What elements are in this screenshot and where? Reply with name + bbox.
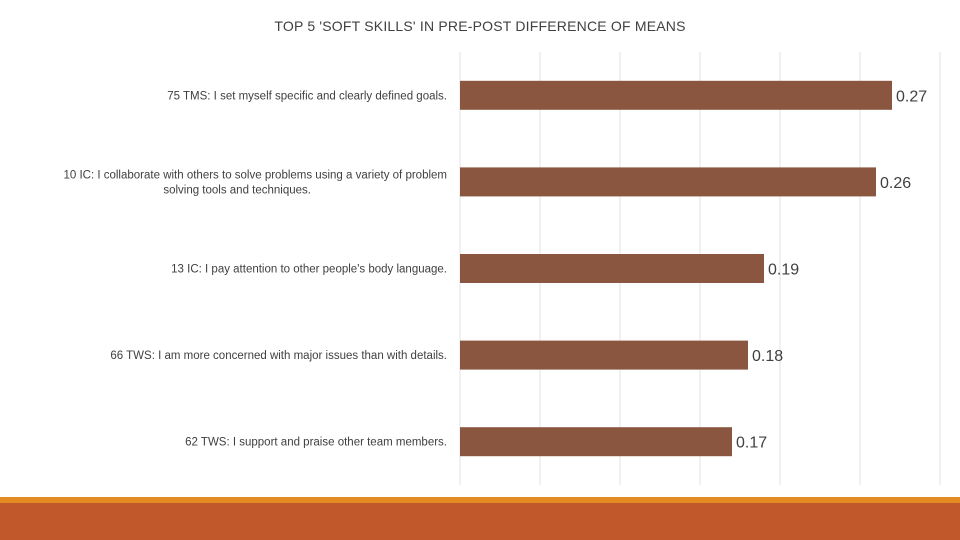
category-labels: 75 TMS: I set myself specific and clearl… xyxy=(63,90,447,448)
category-label: 13 IC: I pay attention to other people's… xyxy=(171,264,447,276)
footer-accent-stripe xyxy=(0,497,960,503)
value-label: 0.18 xyxy=(752,348,783,365)
value-label: 0.27 xyxy=(896,88,927,105)
category-label: 10 IC: I collaborate with others to solv… xyxy=(63,169,447,196)
bar xyxy=(460,167,876,197)
bar xyxy=(460,254,764,283)
category-label-line: 66 TWS: I am more concerned with major i… xyxy=(110,350,447,362)
category-label: 75 TMS: I set myself specific and clearl… xyxy=(167,90,447,102)
footer-band xyxy=(0,503,960,540)
bar xyxy=(460,340,748,370)
value-labels: 0.27 0.26 0.19 0.18 0.17 xyxy=(736,88,927,451)
value-label: 0.26 xyxy=(880,175,911,192)
value-label: 0.19 xyxy=(768,262,799,279)
category-label: 66 TWS: I am more concerned with major i… xyxy=(110,350,447,362)
category-label-line: 62 TWS: I support and praise other team … xyxy=(185,437,447,449)
category-label-line: 13 IC: I pay attention to other people's… xyxy=(171,264,447,276)
category-label: 62 TWS: I support and praise other team … xyxy=(185,437,447,449)
category-label-line: 10 IC: I collaborate with others to solv… xyxy=(63,169,447,181)
bar xyxy=(460,80,892,110)
value-label: 0.17 xyxy=(736,435,767,452)
chart-title: TOP 5 'SOFT SKILLS' IN PRE-POST DIFFEREN… xyxy=(274,18,686,34)
bar xyxy=(460,427,732,457)
category-label-line: solving tools and techniques. xyxy=(163,184,311,196)
bars xyxy=(460,80,892,457)
category-label-line: 75 TMS: I set myself specific and clearl… xyxy=(167,90,447,102)
